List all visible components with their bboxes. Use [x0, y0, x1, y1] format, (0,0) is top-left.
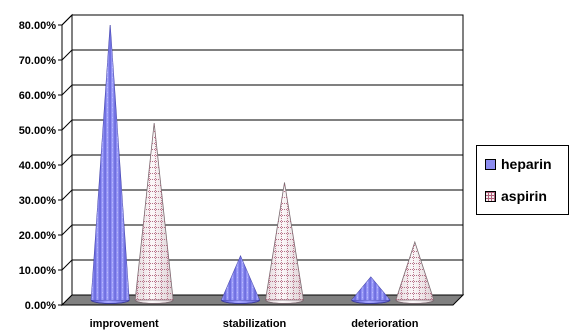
gridlines	[61, 14, 463, 271]
y-tick-label: 40.00%	[19, 160, 57, 172]
gridline-side	[61, 119, 73, 131]
x-category-label: stabilization	[223, 318, 287, 330]
gridline-side	[61, 154, 73, 166]
gridline-side	[61, 84, 73, 96]
gridline-side	[61, 49, 73, 61]
y-tick-label: 50.00%	[19, 125, 57, 137]
legend-item-heparin: heparin	[485, 155, 552, 173]
y-tick-label: 0.00%	[25, 300, 56, 312]
y-tick-label: 30.00%	[19, 195, 57, 207]
legend-label-heparin: heparin	[501, 156, 552, 172]
cone-aspirin-improvement	[134, 122, 174, 304]
gridline-side	[61, 259, 73, 271]
y-tick-label: 60.00%	[19, 90, 57, 102]
legend: heparin aspirin	[476, 145, 569, 215]
y-tick-label: 10.00%	[19, 265, 57, 277]
cone-heparin-improvement	[90, 24, 130, 304]
y-axis-ticks: 0.00% 10.00% 20.00% 30.00% 40.00% 50.00% 60.00…	[19, 20, 62, 312]
cone-heparin-stabilization	[220, 254, 261, 304]
legend-label-aspirin: aspirin	[501, 188, 547, 204]
gridline-side	[61, 189, 73, 201]
x-category-label: deterioration	[351, 318, 419, 330]
cone-aspirin-stabilization	[265, 182, 304, 304]
cones	[90, 24, 435, 304]
y-tick-label: 20.00%	[19, 230, 57, 242]
legend-swatch-heparin	[485, 158, 496, 170]
cone-heparin-deterioration	[350, 276, 391, 304]
y-tick-label: 70.00%	[19, 55, 57, 67]
x-category-label: improvement	[90, 318, 159, 330]
legend-swatch-aspirin	[485, 190, 496, 202]
y-tick-label: 80.00%	[19, 20, 57, 32]
cone-aspirin-deterioration	[395, 240, 435, 304]
legend-item-aspirin: aspirin	[485, 187, 547, 205]
x-axis-categories: improvement stabilization deterioration	[90, 318, 419, 330]
gridline-side	[61, 14, 73, 26]
gridline-side	[61, 224, 73, 236]
